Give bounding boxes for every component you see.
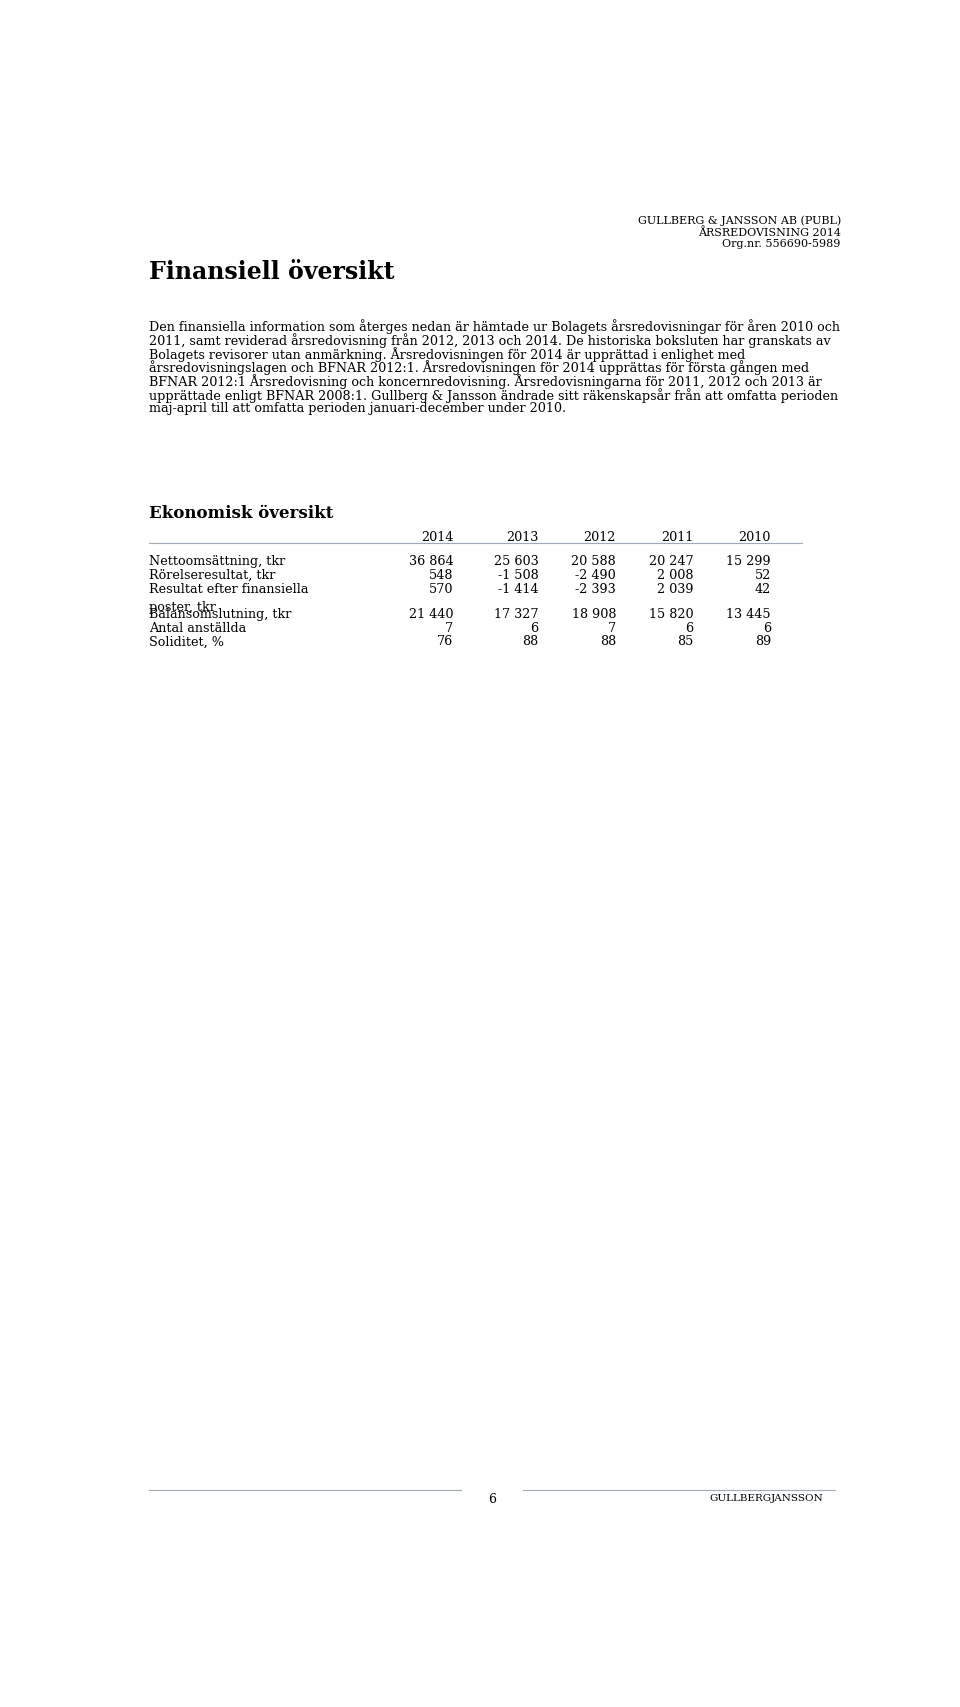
Text: 85: 85 xyxy=(677,635,693,649)
Text: -2 490: -2 490 xyxy=(575,568,616,582)
Text: 2012: 2012 xyxy=(584,531,616,545)
Text: 2011, samt reviderad årsredovisning från 2012, 2013 och 2014. De historiska boks: 2011, samt reviderad årsredovisning från… xyxy=(150,333,831,348)
Text: Bolagets revisorer utan anmärkning. Årsredovisningen för 2014 är upprättad i enl: Bolagets revisorer utan anmärkning. Årsr… xyxy=(150,347,746,362)
Text: 76: 76 xyxy=(437,635,453,649)
Text: 7: 7 xyxy=(608,621,616,635)
Text: Finansiell översikt: Finansiell översikt xyxy=(150,259,395,285)
Text: 6: 6 xyxy=(488,1492,496,1506)
Text: -2 393: -2 393 xyxy=(575,582,616,596)
Text: årsredovisningslagen och BFNAR 2012:1. Årsredovisningen för 2014 upprättas för f: årsredovisningslagen och BFNAR 2012:1. Å… xyxy=(150,360,809,376)
Text: 25 603: 25 603 xyxy=(493,555,539,568)
Text: 2013: 2013 xyxy=(506,531,539,545)
Text: BFNAR 2012:1 Årsredovisning och koncernredovisning. Årsredovisningarna för 2011,: BFNAR 2012:1 Årsredovisning och koncernr… xyxy=(150,374,822,389)
Text: 21 440: 21 440 xyxy=(409,608,453,620)
Text: 88: 88 xyxy=(522,635,539,649)
Text: JANSSON: JANSSON xyxy=(771,1494,824,1502)
Text: -1 414: -1 414 xyxy=(498,582,539,596)
Text: ÅRSREDOVISNING 2014: ÅRSREDOVISNING 2014 xyxy=(698,227,841,237)
Text: 20 588: 20 588 xyxy=(571,555,616,568)
Text: Antal anställda: Antal anställda xyxy=(150,621,247,635)
Text: Soliditet, %: Soliditet, % xyxy=(150,635,225,649)
Text: 7: 7 xyxy=(445,621,453,635)
Text: Rörelseresultat, tkr: Rörelseresultat, tkr xyxy=(150,568,276,582)
Text: 570: 570 xyxy=(429,582,453,596)
Text: 2010: 2010 xyxy=(738,531,771,545)
Text: maj-april till att omfatta perioden januari-december under 2010.: maj-april till att omfatta perioden janu… xyxy=(150,401,566,415)
Text: 52: 52 xyxy=(755,568,771,582)
Text: 2 039: 2 039 xyxy=(657,582,693,596)
Text: 2014: 2014 xyxy=(420,531,453,545)
Text: 2011: 2011 xyxy=(661,531,693,545)
Text: 17 327: 17 327 xyxy=(494,608,539,620)
Text: 88: 88 xyxy=(600,635,616,649)
Text: Ekonomisk översikt: Ekonomisk översikt xyxy=(150,505,334,522)
Text: upprättade enligt BFNAR 2008:1. Gullberg & Jansson ändrade sitt räkenskapsår frå: upprättade enligt BFNAR 2008:1. Gullberg… xyxy=(150,387,839,403)
Text: 6: 6 xyxy=(530,621,539,635)
Text: -1 508: -1 508 xyxy=(497,568,539,582)
Text: GULLBERG & JANSSON AB (PUBL): GULLBERG & JANSSON AB (PUBL) xyxy=(637,215,841,225)
Text: Org.nr. 556690-5989: Org.nr. 556690-5989 xyxy=(722,239,841,249)
Text: 89: 89 xyxy=(755,635,771,649)
Text: 18 908: 18 908 xyxy=(571,608,616,620)
Text: Resultat efter finansiella
poster, tkr: Resultat efter finansiella poster, tkr xyxy=(150,582,309,613)
Text: 15 299: 15 299 xyxy=(727,555,771,568)
Text: 36 864: 36 864 xyxy=(409,555,453,568)
Text: Nettoomsättning, tkr: Nettoomsättning, tkr xyxy=(150,555,286,568)
Text: 6: 6 xyxy=(763,621,771,635)
Text: GULLBERG: GULLBERG xyxy=(709,1494,771,1502)
Text: 2 008: 2 008 xyxy=(657,568,693,582)
Text: 6: 6 xyxy=(685,621,693,635)
Text: 20 247: 20 247 xyxy=(649,555,693,568)
Text: 42: 42 xyxy=(755,582,771,596)
Text: Balansomslutning, tkr: Balansomslutning, tkr xyxy=(150,608,292,620)
Text: Den finansiella information som återges nedan är hämtade ur Bolagets årsredovisn: Den finansiella information som återges … xyxy=(150,319,840,333)
Text: 15 820: 15 820 xyxy=(649,608,693,620)
Text: 13 445: 13 445 xyxy=(727,608,771,620)
Text: 548: 548 xyxy=(429,568,453,582)
